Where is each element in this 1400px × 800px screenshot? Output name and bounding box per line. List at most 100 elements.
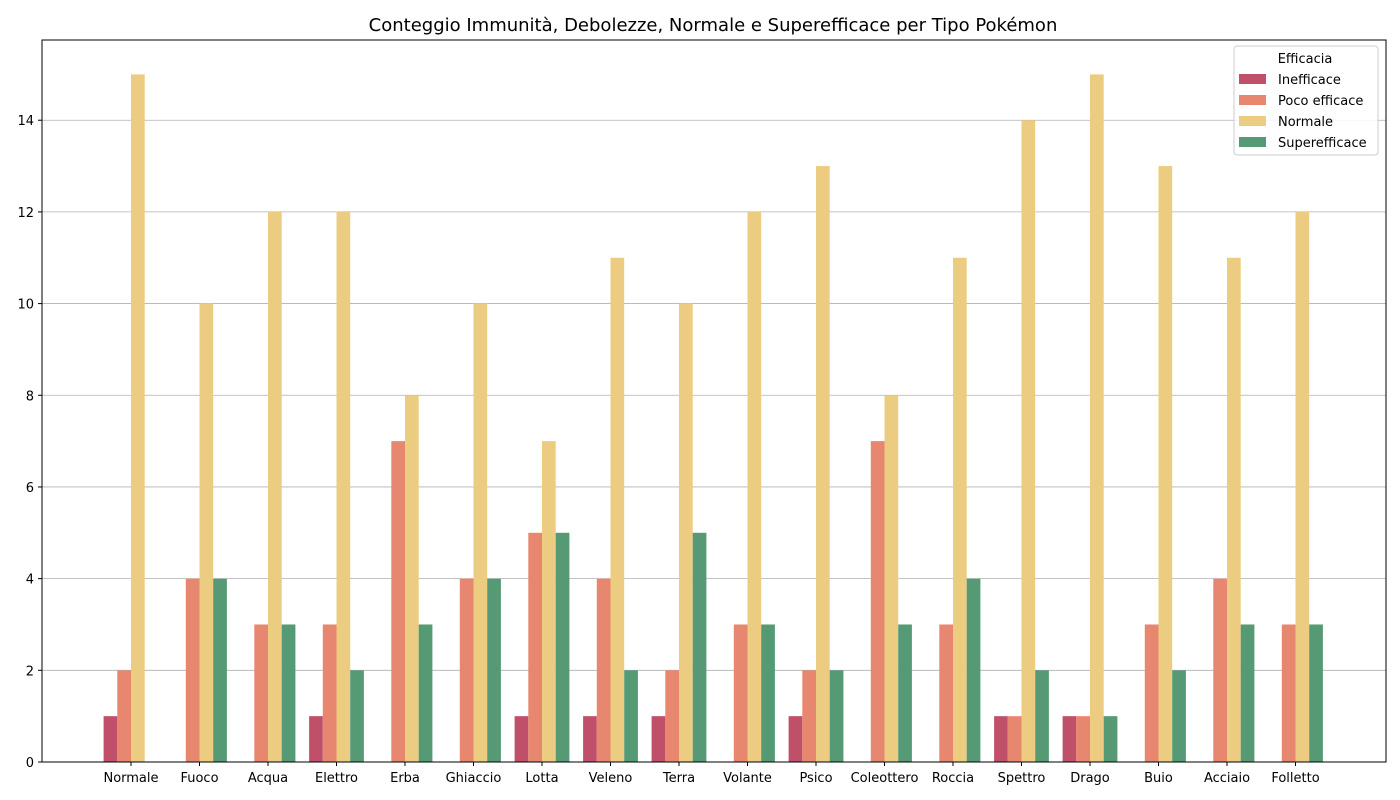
bar-normale-erba bbox=[405, 395, 419, 762]
bar-normale-coleottero bbox=[884, 395, 899, 762]
chart-title: Conteggio Immunità, Debolezze, Normale e… bbox=[369, 15, 1058, 36]
x-tick-label-acciaio: Acciaio bbox=[1204, 771, 1250, 786]
y-tick-label: 10 bbox=[17, 298, 34, 313]
bar-superefficace-erba bbox=[418, 624, 433, 762]
bar-poco-efficace-terra bbox=[665, 670, 679, 762]
y-tick-labels: 0 2 4 6 8 10 12 14 bbox=[17, 114, 34, 771]
x-tick-label-elettro: Elettro bbox=[315, 771, 358, 786]
bars bbox=[103, 74, 1323, 763]
bar-normale-roccia bbox=[953, 257, 967, 762]
bar-poco-efficace-elettro bbox=[322, 624, 337, 762]
bar-poco-efficace-volante bbox=[733, 624, 748, 762]
bar-poco-efficace-acciaio bbox=[1213, 578, 1227, 762]
bar-superefficace-ghiaccio bbox=[487, 578, 501, 762]
bar-normale-volante bbox=[747, 211, 762, 762]
bar-normale-lotta bbox=[542, 441, 556, 762]
x-tick-label-normale: Normale bbox=[103, 771, 158, 786]
bar-superefficace-coleottero bbox=[898, 624, 912, 762]
legend-swatch-normale bbox=[1239, 116, 1266, 126]
bar-poco-efficace-normale bbox=[117, 670, 131, 762]
y-tick-label: 2 bbox=[26, 664, 34, 679]
bar-superefficace-lotta bbox=[555, 532, 570, 762]
x-tick-label-psico: Psico bbox=[799, 771, 832, 786]
bar-superefficace-veleno bbox=[624, 670, 638, 762]
y-tick-label: 12 bbox=[17, 206, 34, 221]
x-tick-label-veleno: Veleno bbox=[589, 771, 633, 786]
x-tick-label-volante: Volante bbox=[723, 771, 772, 786]
bar-superefficace-folletto bbox=[1309, 624, 1323, 762]
bar-normale-fuoco bbox=[199, 303, 214, 762]
bar-superefficace-elettro bbox=[350, 670, 364, 762]
bar-normale-folletto bbox=[1295, 211, 1310, 762]
bar-superefficace-volante bbox=[761, 624, 775, 762]
bar-inefficace-spettro bbox=[994, 716, 1008, 762]
bar-superefficace-spettro bbox=[1035, 670, 1049, 762]
legend: Efficacia Inefficace Poco efficace Normale… bbox=[1233, 45, 1379, 156]
bar-inefficace-normale bbox=[103, 716, 118, 762]
x-tick-label-erba: Erba bbox=[390, 771, 420, 786]
bar-superefficace-fuoco bbox=[213, 578, 227, 762]
bar-superefficace-drago bbox=[1103, 716, 1118, 762]
bar-superefficace-roccia bbox=[966, 578, 981, 762]
bar-superefficace-acciaio bbox=[1240, 624, 1255, 762]
x-tick-label-roccia: Roccia bbox=[932, 771, 974, 786]
bar-poco-efficace-veleno bbox=[596, 578, 611, 762]
bar-poco-efficace-ghiaccio bbox=[459, 578, 474, 762]
x-tick-label-acqua: Acqua bbox=[248, 771, 288, 786]
axes bbox=[38, 39, 1387, 766]
bar-inefficace-veleno bbox=[583, 716, 597, 762]
bar-poco-efficace-folletto bbox=[1281, 624, 1296, 762]
bar-normale-acqua bbox=[268, 211, 282, 762]
x-tick-label-lotta: Lotta bbox=[525, 771, 558, 786]
bar-poco-efficace-coleottero bbox=[870, 441, 885, 762]
bar-inefficace-psico bbox=[788, 716, 803, 762]
bar-poco-efficace-buio bbox=[1144, 624, 1159, 762]
bar-poco-efficace-psico bbox=[802, 670, 816, 762]
bar-inefficace-terra bbox=[651, 716, 666, 762]
legend-swatch-inefficace bbox=[1239, 74, 1266, 84]
x-tick-label-drago: Drago bbox=[1070, 771, 1110, 786]
bar-normale-normale bbox=[131, 74, 145, 762]
legend-title: Efficacia bbox=[1278, 52, 1333, 67]
bar-normale-drago bbox=[1090, 74, 1104, 762]
y-tick-label: 14 bbox=[17, 114, 34, 129]
x-tick-labels: Normale Fuoco Acqua Elettro Erba Ghiaccio Lott… bbox=[103, 771, 1319, 786]
bar-normale-veleno bbox=[610, 257, 625, 762]
legend-label-superefficace: Superefficace bbox=[1278, 136, 1367, 151]
bar-poco-efficace-drago bbox=[1076, 716, 1090, 762]
bar-inefficace-drago bbox=[1062, 716, 1077, 762]
bar-poco-efficace-spettro bbox=[1007, 716, 1022, 762]
plot-frame bbox=[41, 39, 1387, 763]
bar-normale-ghiaccio bbox=[473, 303, 488, 762]
y-tick-label: 4 bbox=[26, 573, 34, 588]
legend-items: Inefficace Poco efficace Normale Supereffic… bbox=[1239, 73, 1367, 151]
bar-superefficace-buio bbox=[1172, 670, 1186, 762]
x-tick-label-coleottero: Coleottero bbox=[851, 771, 919, 786]
bar-inefficace-elettro bbox=[309, 716, 323, 762]
x-tick-label-terra: Terra bbox=[662, 771, 695, 786]
y-tick-label: 6 bbox=[26, 481, 34, 496]
x-tick-label-folletto: Folletto bbox=[1271, 771, 1319, 786]
bar-superefficace-terra bbox=[692, 532, 707, 762]
x-tick-label-fuoco: Fuoco bbox=[180, 771, 218, 786]
bar-poco-efficace-acqua bbox=[254, 624, 268, 762]
legend-box bbox=[1233, 45, 1379, 156]
legend-swatch-superefficace bbox=[1239, 137, 1266, 147]
bar-poco-efficace-lotta bbox=[528, 532, 542, 762]
legend-swatch-poco-efficace bbox=[1239, 95, 1266, 105]
bar-normale-terra bbox=[679, 303, 693, 762]
bar-normale-psico bbox=[816, 166, 830, 763]
bar-poco-efficace-erba bbox=[391, 441, 405, 762]
bar-normale-buio bbox=[1158, 166, 1173, 763]
x-tick-label-buio: Buio bbox=[1144, 771, 1173, 786]
gridlines bbox=[42, 119, 1386, 763]
legend-label-poco-efficace: Poco efficace bbox=[1278, 94, 1363, 109]
bar-normale-elettro bbox=[336, 211, 351, 762]
bar-poco-efficace-fuoco bbox=[185, 578, 200, 762]
bar-inefficace-lotta bbox=[514, 716, 529, 762]
x-tick-label-ghiaccio: Ghiaccio bbox=[446, 771, 502, 786]
bar-poco-efficace-roccia bbox=[939, 624, 953, 762]
legend-label-inefficace: Inefficace bbox=[1278, 73, 1341, 88]
